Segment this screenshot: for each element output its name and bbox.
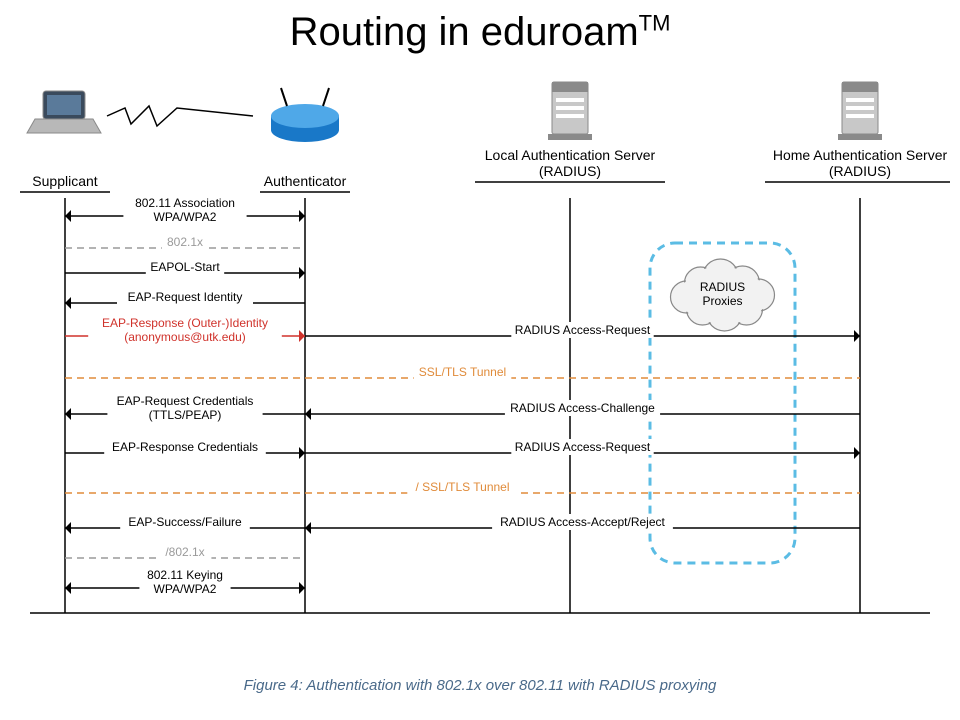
svg-text:/ SSL/TLS Tunnel: / SSL/TLS Tunnel bbox=[415, 480, 509, 494]
svg-text:EAP-Request Credentials: EAP-Request Credentials bbox=[117, 394, 254, 408]
svg-text:(RADIUS): (RADIUS) bbox=[539, 163, 601, 179]
svg-text:RADIUS Access-Request: RADIUS Access-Request bbox=[515, 323, 651, 337]
svg-text:RADIUS: RADIUS bbox=[700, 280, 745, 294]
svg-text:EAP-Response (Outer-)Identity: EAP-Response (Outer-)Identity bbox=[102, 316, 268, 330]
page-title: Routing in eduroamTM bbox=[0, 12, 960, 52]
title-sup: TM bbox=[639, 11, 671, 36]
svg-text:802.11 Association: 802.11 Association bbox=[135, 196, 235, 210]
sequence-diagram: Supplicant Authenticator Local Authenticat… bbox=[10, 68, 950, 648]
svg-text:(RADIUS): (RADIUS) bbox=[829, 163, 891, 179]
svg-text:Local Authentication Server: Local Authentication Server bbox=[485, 147, 656, 163]
svg-text:EAP-Success/Failure: EAP-Success/Failure bbox=[128, 515, 242, 529]
svg-text:EAP-Request Identity: EAP-Request Identity bbox=[128, 290, 243, 304]
svg-text:Home Authentication Server: Home Authentication Server bbox=[773, 147, 948, 163]
svg-text:RADIUS Access-Challenge: RADIUS Access-Challenge bbox=[510, 401, 655, 415]
svg-text:Supplicant: Supplicant bbox=[32, 173, 97, 189]
svg-text:EAPOL-Start: EAPOL-Start bbox=[150, 260, 220, 274]
svg-text:WPA/WPA2: WPA/WPA2 bbox=[154, 210, 217, 224]
figure-caption: Figure 4: Authentication with 802.1x ove… bbox=[0, 677, 960, 694]
svg-text:/802.1x: /802.1x bbox=[165, 545, 204, 559]
svg-text:802.1x: 802.1x bbox=[167, 235, 203, 249]
svg-text:SSL/TLS Tunnel: SSL/TLS Tunnel bbox=[419, 365, 506, 379]
svg-text:Proxies: Proxies bbox=[702, 294, 742, 308]
svg-text:RADIUS Access-Accept/Reject: RADIUS Access-Accept/Reject bbox=[500, 515, 665, 529]
svg-text:(TTLS/PEAP): (TTLS/PEAP) bbox=[149, 408, 222, 422]
svg-text:RADIUS Access-Request: RADIUS Access-Request bbox=[515, 440, 651, 454]
svg-text:Authenticator: Authenticator bbox=[264, 173, 347, 189]
svg-text:EAP-Response Credentials: EAP-Response Credentials bbox=[112, 440, 258, 454]
title-main: Routing in eduroam bbox=[290, 10, 639, 54]
svg-text:802.11 Keying: 802.11 Keying bbox=[147, 568, 223, 582]
svg-text:WPA/WPA2: WPA/WPA2 bbox=[154, 582, 217, 596]
svg-text:(anonymous@utk.edu): (anonymous@utk.edu) bbox=[124, 330, 246, 344]
